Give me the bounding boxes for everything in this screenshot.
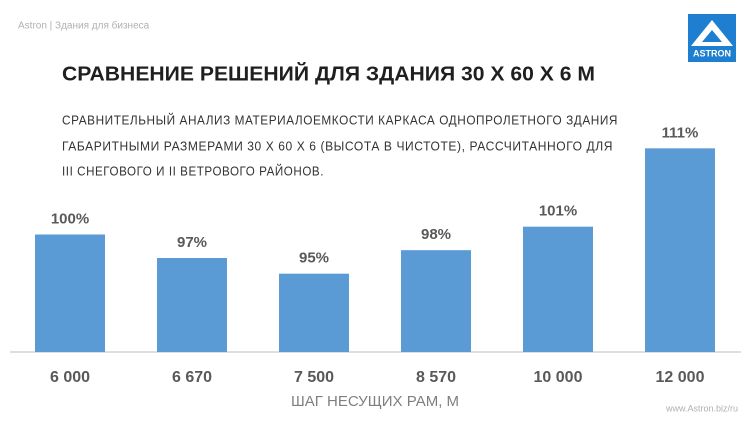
value-label: 100%	[51, 210, 89, 227]
subtitle-line: ГАБАРИТНЫМИ РАЗМЕРАМИ 30 Х 60 Х 6 (ВЫСОТ…	[62, 139, 613, 153]
bar	[35, 234, 105, 352]
logo-text: ASTRON	[693, 48, 731, 58]
subtitle-line: III СНЕГОВОГО И II ВЕТРОВОГО РАЙОНОВ.	[62, 163, 324, 178]
chart-title: СРАВНЕНИЕ РЕШЕНИЙ ДЛЯ ЗДАНИЯ 30 X 60 X 6…	[62, 61, 595, 85]
x-tick-label: 7 500	[294, 369, 334, 386]
bar	[157, 258, 227, 352]
value-label: 98%	[421, 226, 451, 243]
value-label: 111%	[662, 124, 699, 141]
value-label: 95%	[299, 250, 329, 267]
logo-inner	[702, 30, 722, 42]
footer: www.Astron.biz/ru	[665, 403, 738, 413]
header: Astron | Здания для бизнеса	[18, 20, 150, 32]
x-tick-label: 12 000	[656, 369, 705, 386]
x-tick-label: 10 000	[534, 369, 583, 386]
x-tick-label: 6 000	[50, 369, 90, 386]
subtitle-line: СРАВНИТЕЛЬНЫЙ АНАЛИЗ МАТЕРИАЛОЕМКОСТИ КА…	[62, 112, 618, 127]
bar	[645, 148, 715, 352]
bar	[523, 226, 593, 352]
value-label: 101%	[539, 203, 577, 220]
x-axis-label: ШАГ НЕСУЩИХ РАМ, М	[291, 393, 459, 410]
logo: ASTRON	[688, 14, 736, 62]
x-tick-label: 8 570	[416, 369, 456, 386]
bar	[279, 273, 349, 352]
x-tick-label: 6 670	[172, 369, 212, 386]
bar	[401, 250, 471, 352]
value-label: 97%	[177, 234, 207, 251]
